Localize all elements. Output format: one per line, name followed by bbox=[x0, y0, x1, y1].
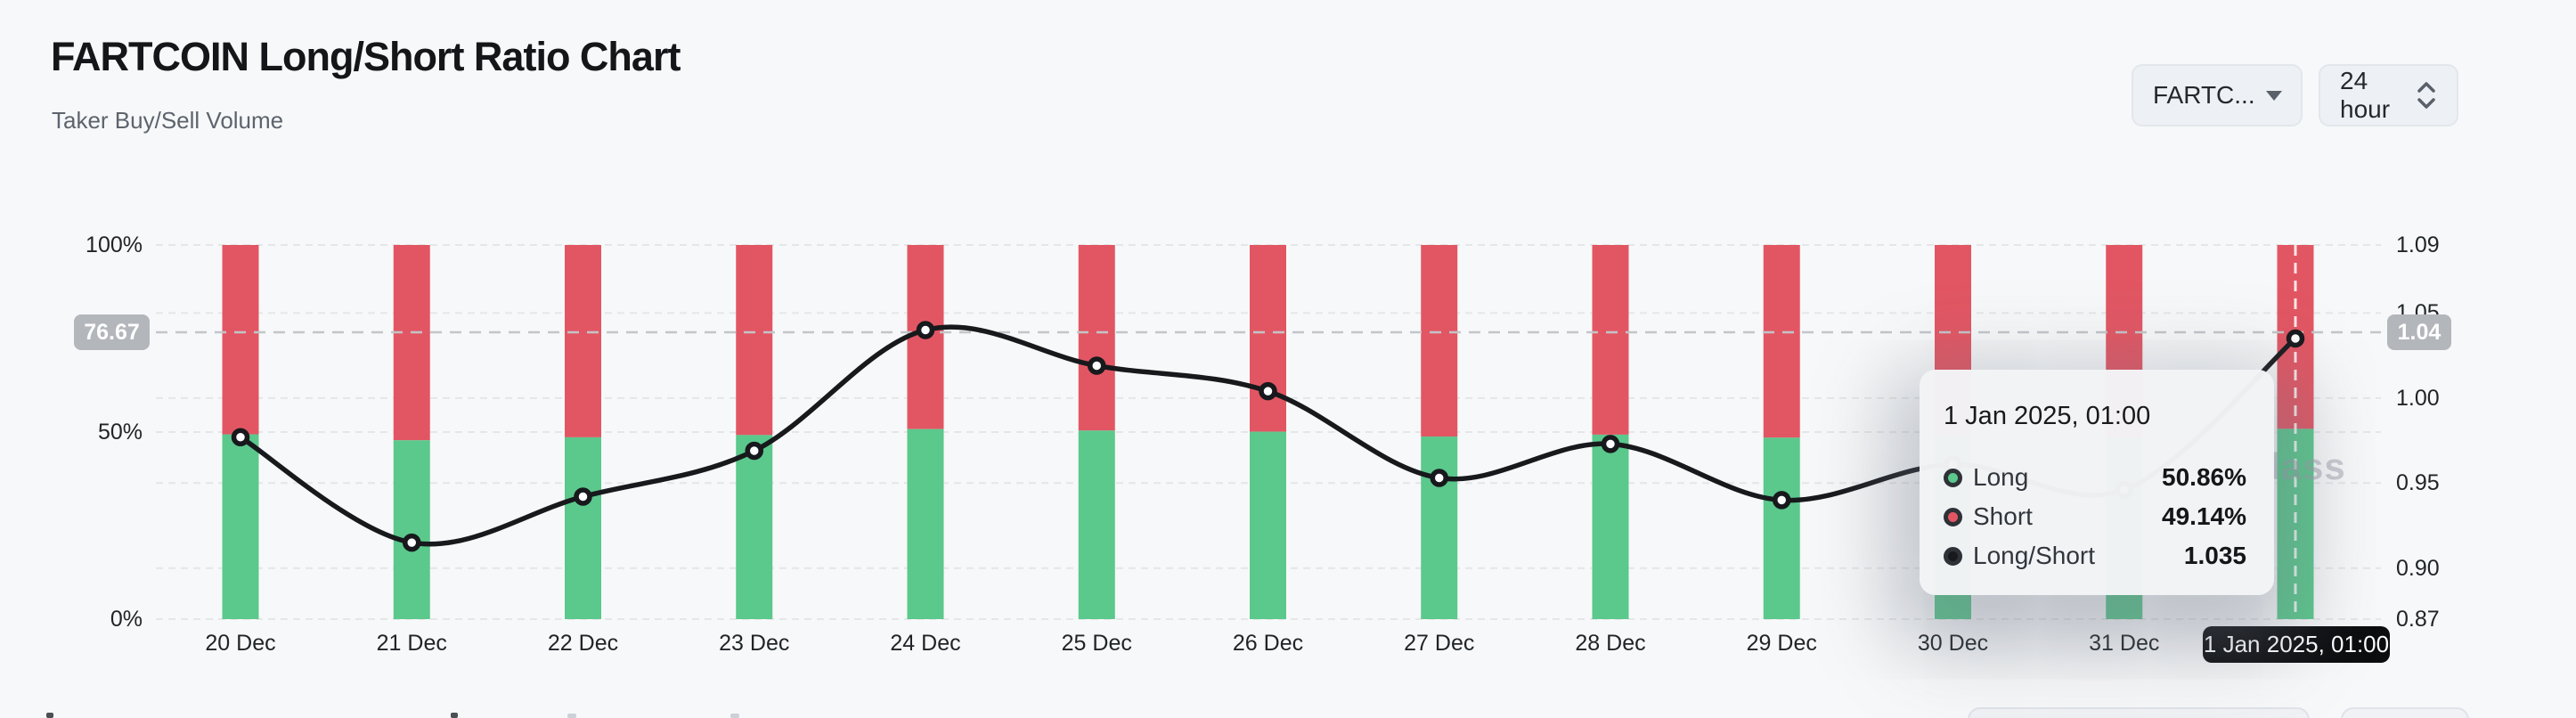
ratio-dot[interactable] bbox=[1259, 381, 1277, 401]
bar-long[interactable] bbox=[1592, 434, 1629, 619]
crosshair-left-badge: 76.67 bbox=[74, 314, 150, 350]
bar-short[interactable] bbox=[1763, 245, 1800, 438]
y-axis-label-right: 1.00 bbox=[2396, 385, 2440, 411]
x-axis-label: 31 Dec bbox=[2089, 631, 2160, 656]
cutoff-mark bbox=[46, 713, 53, 718]
ratio-dot[interactable] bbox=[2286, 329, 2305, 348]
cutoff-panel-wide[interactable] bbox=[1968, 707, 2310, 718]
x-axis-label: 20 Dec bbox=[205, 631, 276, 656]
x-axis-label: 22 Dec bbox=[547, 631, 619, 656]
page-title: FARTCOIN Long/Short Ratio Chart bbox=[51, 34, 681, 79]
ratio-dot[interactable] bbox=[916, 321, 935, 339]
y-axis-label-left: 50% bbox=[97, 420, 143, 445]
tooltip-series-label: Long bbox=[1973, 463, 2029, 491]
interval-select-label: 24 hour bbox=[2340, 67, 2391, 123]
bar-long[interactable] bbox=[393, 440, 430, 619]
ratio-dot[interactable] bbox=[1773, 491, 1791, 510]
cutoff-mark bbox=[567, 714, 576, 718]
ratio-dot[interactable] bbox=[403, 533, 421, 552]
bar-long[interactable] bbox=[1763, 437, 1800, 619]
bar-long[interactable] bbox=[565, 437, 601, 619]
tooltip-title: 1 Jan 2025, 01:00 bbox=[1944, 402, 2151, 430]
x-axis-label: 26 Dec bbox=[1232, 631, 1304, 656]
bar-short[interactable] bbox=[222, 245, 259, 435]
tooltip-series-label: Long/Short bbox=[1973, 542, 2095, 569]
cutoff-panel-small[interactable] bbox=[2341, 707, 2469, 718]
x-axis-label: 28 Dec bbox=[1575, 631, 1646, 656]
page-subtitle: Taker Buy/Sell Volume bbox=[52, 107, 284, 134]
bar-short[interactable] bbox=[1078, 245, 1115, 431]
y-axis-label-right: 0.90 bbox=[2396, 555, 2440, 581]
ratio-dot[interactable] bbox=[574, 487, 592, 506]
y-axis-label-left: 100% bbox=[86, 233, 143, 257]
bar-short[interactable] bbox=[736, 245, 773, 436]
bar-long[interactable] bbox=[907, 428, 944, 619]
tooltip-rows: Long 50.86% Short 49.14% Long/Short 1.035 bbox=[1944, 458, 2246, 575]
x-axis-label: 29 Dec bbox=[1746, 631, 1817, 656]
x-axis-label: 21 Dec bbox=[376, 631, 447, 656]
bar-short[interactable] bbox=[1421, 245, 1458, 437]
bar-long[interactable] bbox=[1078, 430, 1115, 619]
x-axis-label: 30 Dec bbox=[1917, 631, 1989, 656]
bar-short[interactable] bbox=[1250, 245, 1286, 432]
bar-long[interactable] bbox=[736, 435, 773, 619]
y-axis-label-right: 1.09 bbox=[2396, 233, 2440, 257]
bar-long[interactable] bbox=[1421, 437, 1458, 619]
series-color-dot-icon bbox=[1944, 507, 1962, 526]
bar-short[interactable] bbox=[393, 245, 430, 441]
chart-tooltip: 1 Jan 2025, 01:00 Long 50.86% Short 49.14% L… bbox=[1920, 370, 2274, 595]
crosshair-x-badge: 1 Jan 2025, 01:00 bbox=[2203, 626, 2390, 663]
symbol-select[interactable]: FARTC... bbox=[2132, 64, 2303, 126]
y-axis-label-left: 0% bbox=[110, 607, 143, 632]
tooltip-series-value: 1.035 bbox=[2183, 542, 2246, 569]
crosshair-right-badge: 1.04 bbox=[2387, 314, 2451, 350]
watermark: lass bbox=[2270, 445, 2346, 487]
ratio-dot[interactable] bbox=[1088, 356, 1106, 375]
bar-long[interactable] bbox=[222, 434, 259, 619]
x-axis-label: 24 Dec bbox=[890, 631, 961, 656]
tooltip-row: Short 49.14% bbox=[1944, 497, 2246, 536]
series-color-dot-icon bbox=[1944, 468, 1962, 487]
tooltip-series-value: 50.86% bbox=[2162, 463, 2246, 491]
tooltip-series-label: Short bbox=[1973, 502, 2033, 530]
symbol-select-label: FARTC... bbox=[2153, 81, 2255, 109]
chevron-up-down-icon bbox=[2416, 80, 2437, 110]
bar-long[interactable] bbox=[1250, 431, 1286, 619]
series-color-dot-icon bbox=[1944, 546, 1962, 566]
x-axis-label: 27 Dec bbox=[1404, 631, 1475, 656]
bar-short[interactable] bbox=[1592, 245, 1629, 435]
y-axis-label-right: 0.87 bbox=[2396, 607, 2440, 632]
tooltip-row: Long/Short 1.035 bbox=[1944, 536, 2246, 575]
ratio-dot[interactable] bbox=[1430, 469, 1448, 487]
caret-down-icon bbox=[2265, 90, 2282, 101]
y-axis-label-right: 0.95 bbox=[2396, 470, 2440, 496]
ratio-dot[interactable] bbox=[231, 428, 250, 446]
tooltip-row: Long 50.86% bbox=[1944, 458, 2246, 497]
interval-select[interactable]: 24 hour bbox=[2319, 64, 2458, 126]
ratio-dot[interactable] bbox=[745, 441, 763, 461]
ratio-dot[interactable] bbox=[1601, 435, 1620, 453]
bar-short[interactable] bbox=[565, 245, 601, 437]
x-axis-label: 23 Dec bbox=[719, 631, 790, 656]
tooltip-series-value: 49.14% bbox=[2162, 502, 2246, 530]
cutoff-mark bbox=[730, 714, 739, 718]
cutoff-mark bbox=[451, 713, 458, 718]
x-axis-label: 25 Dec bbox=[1061, 631, 1132, 656]
